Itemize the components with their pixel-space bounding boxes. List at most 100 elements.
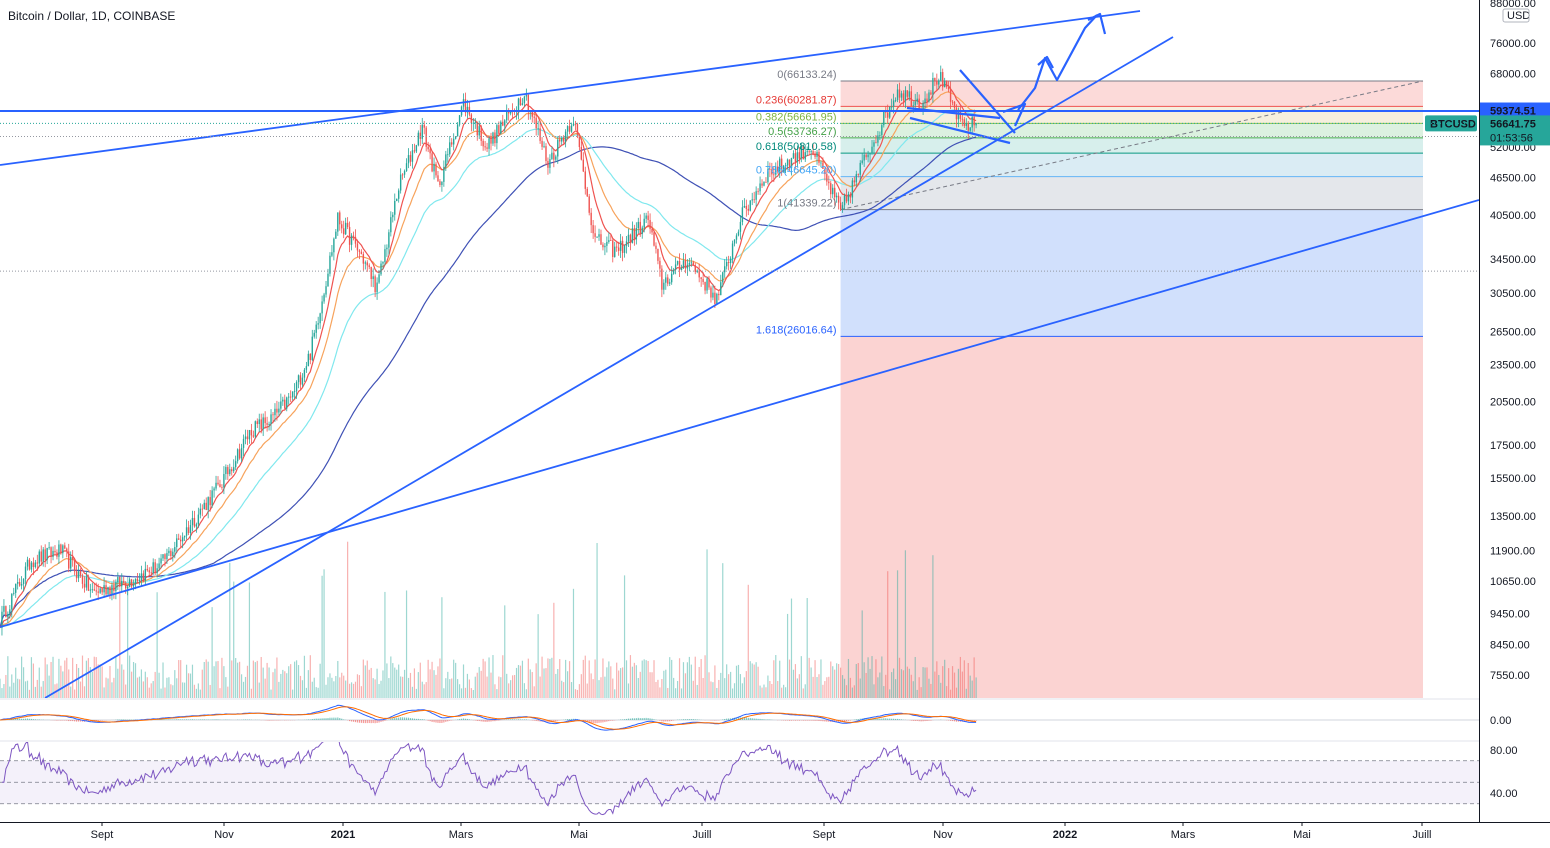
candle-body bbox=[716, 293, 718, 304]
candle-body bbox=[11, 593, 13, 610]
volume-bar bbox=[853, 685, 855, 698]
volume-bar bbox=[490, 672, 492, 698]
candle-body bbox=[945, 80, 948, 87]
macd-histogram-bar bbox=[372, 720, 374, 724]
volume-bar bbox=[920, 687, 922, 698]
candle-body bbox=[498, 125, 500, 134]
macd-histogram-bar bbox=[119, 719, 121, 720]
volume-bar bbox=[753, 664, 755, 698]
candle-body bbox=[7, 613, 9, 618]
trendlines[interactable] bbox=[0, 10, 1479, 698]
candle-body bbox=[323, 294, 325, 302]
candle-body bbox=[439, 181, 441, 185]
macd-histogram-bar bbox=[971, 720, 973, 722]
macd-histogram-bar bbox=[663, 720, 665, 722]
candle-body bbox=[631, 228, 634, 244]
volume-bar bbox=[582, 659, 584, 698]
candle-body bbox=[126, 586, 129, 589]
candle-body bbox=[867, 154, 869, 158]
volume-bar bbox=[156, 592, 158, 698]
candle-body bbox=[1, 611, 3, 628]
volume-bar bbox=[867, 657, 869, 698]
fibonacci-retracement[interactable] bbox=[840, 80, 1424, 698]
candle-body bbox=[18, 581, 21, 586]
candle-body bbox=[871, 146, 873, 153]
volume-bar bbox=[671, 659, 673, 698]
volume-bar bbox=[317, 687, 319, 698]
macd-histogram-bar bbox=[191, 719, 194, 720]
macd-histogram-bar bbox=[810, 720, 812, 721]
volume-bar bbox=[91, 671, 93, 698]
volume-bar bbox=[150, 683, 152, 698]
candle-body bbox=[388, 232, 390, 248]
candle-body bbox=[466, 106, 469, 113]
candle-body bbox=[643, 218, 645, 228]
candle-body bbox=[199, 508, 202, 515]
macd-histogram-bar bbox=[352, 720, 355, 722]
candle-body bbox=[672, 269, 675, 274]
volume-bar bbox=[0, 678, 1, 698]
volume-bar bbox=[290, 664, 292, 698]
candle-body bbox=[256, 421, 258, 425]
volume-bar bbox=[474, 676, 476, 698]
candle-body bbox=[242, 438, 245, 448]
macd-histogram-bar bbox=[785, 720, 787, 721]
candle-body bbox=[293, 391, 296, 392]
macd-histogram-bar bbox=[730, 718, 732, 720]
volume-bar bbox=[600, 677, 602, 698]
price-tick-label: 40500.00 bbox=[1490, 210, 1536, 222]
volume-bar bbox=[690, 664, 692, 698]
macd-histogram-bar bbox=[592, 720, 594, 724]
macd-histogram-bar bbox=[568, 719, 571, 720]
volume-bar bbox=[453, 659, 455, 698]
candle-body bbox=[967, 123, 969, 131]
macd-histogram-bar bbox=[268, 720, 270, 721]
candle-body bbox=[52, 550, 54, 557]
macd-histogram-bar bbox=[661, 720, 663, 722]
macd-histogram-bar bbox=[370, 720, 372, 724]
candle-body bbox=[527, 94, 530, 112]
macd-histogram-bar bbox=[447, 720, 449, 722]
macd-histogram-bar bbox=[955, 720, 958, 722]
volume-bar bbox=[368, 669, 370, 698]
volume-bar bbox=[40, 686, 42, 698]
candle-body bbox=[170, 550, 172, 556]
candle-body bbox=[158, 563, 160, 569]
candle-body bbox=[594, 233, 596, 237]
macd-histogram-bar bbox=[327, 718, 329, 720]
candle-body bbox=[9, 609, 11, 614]
macd-histogram-bar bbox=[30, 718, 33, 720]
time-tick-label: Juill bbox=[1413, 829, 1432, 841]
candle-body bbox=[421, 124, 423, 139]
time-tick-label: Sept bbox=[91, 829, 114, 841]
candle-body bbox=[297, 375, 300, 383]
volume-bar bbox=[726, 664, 728, 698]
candle-body bbox=[458, 115, 461, 125]
candle-body bbox=[861, 160, 863, 163]
macd-histogram-bar bbox=[836, 720, 838, 722]
candle-body bbox=[209, 497, 211, 506]
candle-body bbox=[282, 399, 284, 402]
candle-body bbox=[480, 126, 482, 141]
macd-histogram-bar bbox=[745, 717, 747, 720]
macd-histogram-bar bbox=[788, 720, 791, 721]
macd-histogram-bar bbox=[19, 718, 21, 720]
volume-bar bbox=[510, 680, 512, 698]
volume-bar bbox=[458, 684, 461, 698]
candle-body bbox=[906, 90, 909, 97]
macd-histogram-bar bbox=[394, 717, 396, 720]
rsi-tick-label: 80.00 bbox=[1490, 745, 1518, 757]
candle-body bbox=[284, 399, 286, 409]
candle-body bbox=[839, 202, 842, 210]
volume-bar bbox=[380, 680, 382, 698]
volume-bar bbox=[443, 688, 445, 698]
volume-bar bbox=[415, 688, 417, 698]
candle-body bbox=[250, 429, 253, 436]
candle-body bbox=[376, 282, 378, 293]
volume-bar bbox=[323, 569, 325, 698]
volume-bar bbox=[286, 673, 288, 698]
candle-body bbox=[896, 89, 899, 101]
candle-body bbox=[378, 274, 380, 283]
